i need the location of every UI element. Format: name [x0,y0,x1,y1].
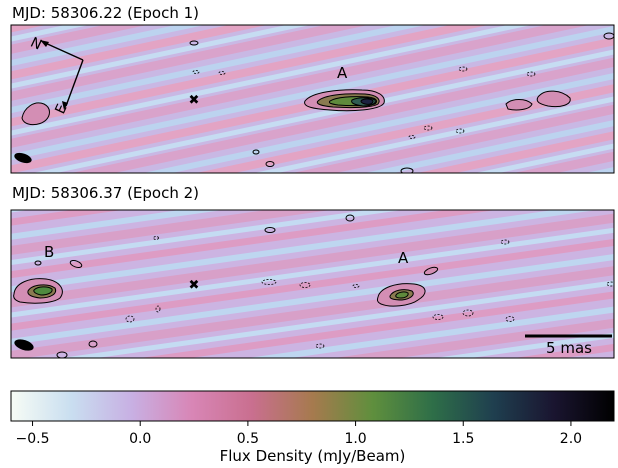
colorbar-label: Flux Density (mJy/Beam) [220,447,406,465]
contour-small [462,309,474,317]
panel-2-frame [10,209,615,359]
contour-small [526,71,536,77]
contour-small [125,315,135,323]
contour-small [265,161,275,167]
contour-small [252,149,260,155]
panel-2-image: ✖ B A 5 mas [10,209,615,359]
contour-small [69,260,83,268]
beam-ellipse-epoch2 [14,339,34,351]
scalebar-label: 5 mas [546,339,592,357]
component-a-epoch1 [304,89,385,112]
position-cross-epoch2: ✖ [189,278,200,293]
contour-small [56,351,68,358]
contour-small [352,284,360,288]
contour-small [261,279,277,285]
component-a-label-epoch2: A [398,249,409,267]
contour-small [34,260,42,266]
panel-1-image: ✖ N E A [10,24,615,174]
component-b-epoch2 [13,278,63,304]
feature-right-epoch1 [536,90,571,108]
panel-1-title: MJD: 58306.22 (Epoch 1) [12,4,200,22]
contour-small [455,128,465,134]
colorbar-tick-label: −0.5 [16,431,50,447]
component-a-epoch2 [376,283,426,307]
beam-ellipse-epoch1 [14,152,32,164]
compass: N E [28,35,84,117]
colorbar-tick-label: 2.0 [560,431,582,447]
contour-small [155,305,161,313]
contour-small [606,281,614,287]
panel-1-frame [10,24,615,174]
component-a-label-epoch1: A [337,64,348,82]
contour-small [88,340,98,348]
colorbar-tick-label: 1.0 [344,431,366,447]
contour-small [458,66,468,72]
feature-left-epoch1 [21,102,50,126]
component-b-label-epoch2: B [44,243,54,261]
contour-small [603,32,614,40]
panel-2-background [11,210,614,358]
feature-right2-epoch1 [505,99,533,111]
contour-small [192,70,200,74]
contour-small [315,343,325,349]
panel-2-title: MJD: 58306.37 (Epoch 2) [12,184,200,202]
colorbar-tick-label: 1.5 [452,431,474,447]
contour-small [345,214,355,222]
panel-2-features: ✖ B A 5 mas [13,214,614,358]
contour-small [408,135,416,139]
contour-small [299,282,311,288]
contour-small [218,71,226,75]
contour-small [432,314,444,320]
panel-1-features: ✖ N E A [14,32,614,173]
contour-small [264,227,276,233]
contour-small [400,167,414,173]
contour-small [423,125,433,131]
contour-small [500,239,510,245]
position-cross-epoch1: ✖ [189,93,200,108]
colorbar-ticks: −0.5 0.0 0.5 1.0 1.5 2.0 [16,421,582,447]
colorbar: −0.5 0.0 0.5 1.0 1.5 2.0 Flux Density (mJy/Be… [10,390,615,465]
contour-small [505,316,515,322]
colorbar-tick-label: 0.5 [237,431,259,447]
colorbar-tick-label: 0.0 [129,431,151,447]
contour-small [189,40,199,46]
contour-small [153,236,159,240]
feature-small-epoch2 [423,266,439,276]
colorbar-gradient [10,390,615,422]
